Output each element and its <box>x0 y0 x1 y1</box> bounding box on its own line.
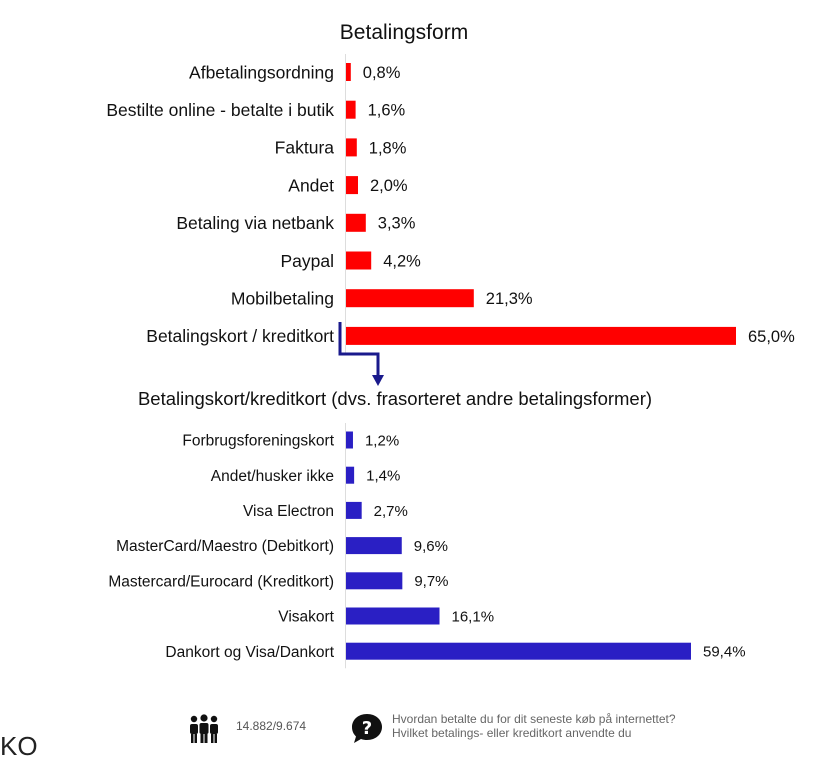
card-type-bar <box>346 642 691 660</box>
payment-method-label: Afbetalingsordning <box>189 62 334 82</box>
card-type-label: MasterCard/Maestro (Debitkort) <box>116 538 334 555</box>
question-bubble-icon: ? <box>352 714 382 743</box>
card-type-bar <box>346 466 355 484</box>
payment-method-value-label: 1,6% <box>368 102 406 120</box>
card-type-value-label: 59,4% <box>703 644 746 661</box>
card-type-bar <box>346 572 403 590</box>
payment-method-bar <box>346 63 351 81</box>
payment-method-value-label: 65,0% <box>748 328 795 346</box>
card-type-value-label: 9,6% <box>414 538 448 555</box>
payment-method-bar <box>346 138 357 157</box>
chart-title-1: Betalingsform <box>340 21 468 44</box>
chart-title-2: Betalingskort/kreditkort (dvs. frasorter… <box>138 388 652 409</box>
payment-method-value-label: 1,8% <box>369 139 407 157</box>
card-type-bar <box>346 501 362 519</box>
card-type-bar <box>346 431 353 449</box>
payment-method-label: Faktura <box>275 138 335 158</box>
payment-method-value-label: 21,3% <box>486 290 533 308</box>
card-type-label: Visakort <box>278 609 334 626</box>
survey-question-line-2: Hvilket betalings- eller kreditkort anve… <box>392 726 632 740</box>
svg-text:?: ? <box>362 718 372 739</box>
payment-method-bar <box>346 213 366 232</box>
survey-question: Hvordan betalte du for dit seneste køb p… <box>392 712 676 740</box>
card-type-value-label: 1,2% <box>365 432 399 449</box>
payment-method-label: Betaling via netbank <box>176 213 334 233</box>
connector-arrow-line <box>338 322 380 376</box>
payment-method-label: Betalingskort / kreditkort <box>146 326 334 346</box>
card-type-value-label: 9,7% <box>414 573 448 590</box>
card-type-label: Mastercard/Eurocard (Kreditkort) <box>108 573 334 590</box>
payment-method-bar <box>346 289 474 308</box>
payment-method-label: Mobilbetaling <box>231 289 334 309</box>
card-type-value-label: 1,4% <box>366 468 400 485</box>
payment-method-bar <box>346 251 372 270</box>
payment-method-value-label: 4,2% <box>383 252 421 270</box>
payment-method-label: Andet <box>288 175 334 195</box>
payment-chart: Betalingsform Afbetalingsordning 0,8% Besti… <box>106 21 795 669</box>
payment-method-value-label: 3,3% <box>378 215 416 233</box>
card-type-label: Andet/husker ikke <box>211 468 334 485</box>
payment-method-label: Paypal <box>280 251 334 271</box>
payment-method-label: Bestilte online - betalte i butik <box>106 100 334 120</box>
card-type-label: Dankort og Visa/Dankort <box>165 644 334 661</box>
card-type-label: Visa Electron <box>243 503 334 520</box>
card-type-label: Forbrugsforeningskort <box>182 433 334 450</box>
card-type-bar <box>346 607 440 625</box>
footer: 14.882/9.674 ? Hvordan betalte du for di… <box>0 700 815 756</box>
respondent-count: 14.882/9.674 <box>236 719 307 733</box>
survey-question-line-1: Hvordan betalte du for dit seneste køb p… <box>392 712 676 726</box>
card-type-bar <box>346 537 402 555</box>
card-type-value-label: 2,7% <box>374 503 408 520</box>
people-icon <box>190 714 218 743</box>
payment-method-bar <box>346 326 736 345</box>
cropped-corner-text: KO <box>0 731 38 761</box>
payment-method-bar <box>346 176 358 195</box>
payment-method-value-label: 0,8% <box>363 64 401 82</box>
connector-arrow-head <box>372 375 384 386</box>
card-type-value-label: 16,1% <box>452 608 495 625</box>
payment-method-bar <box>346 100 356 119</box>
payment-method-value-label: 2,0% <box>370 177 408 195</box>
